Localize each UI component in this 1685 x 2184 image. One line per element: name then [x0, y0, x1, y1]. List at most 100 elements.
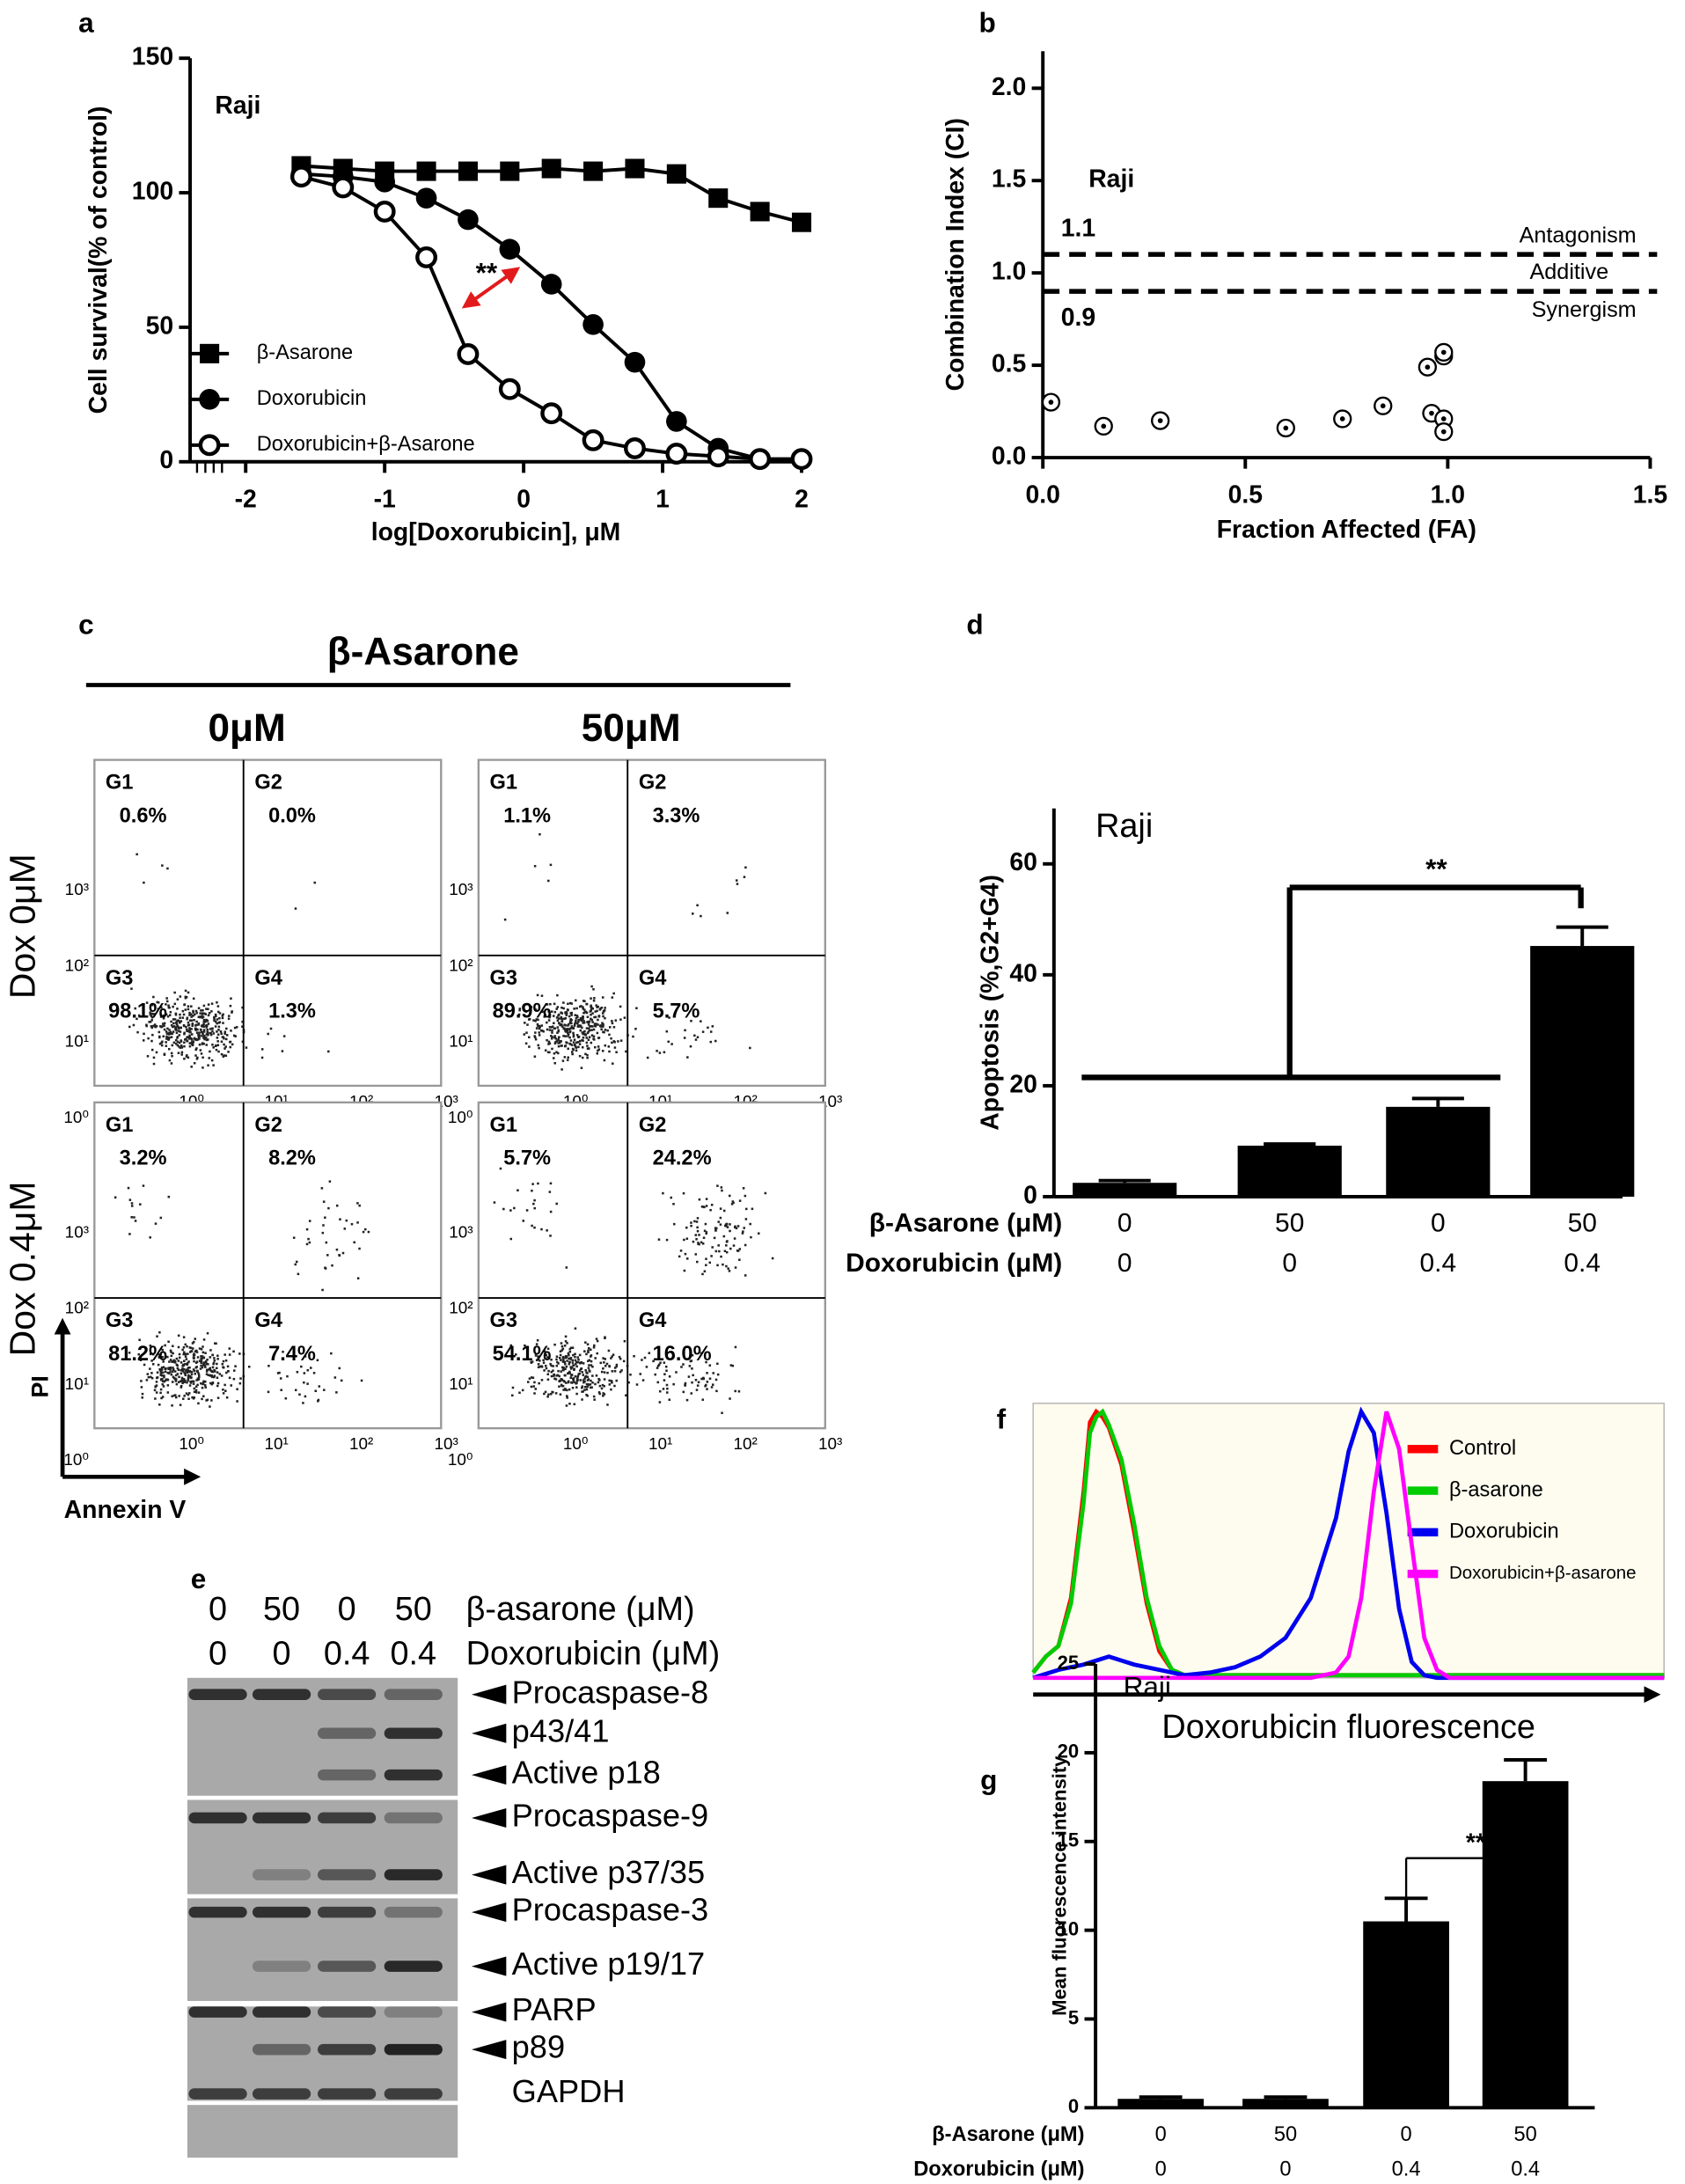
y-tick-label: 10³ [65, 881, 89, 899]
event-dot [166, 1027, 169, 1030]
event-dot [321, 1231, 325, 1235]
event-dot [172, 1375, 175, 1379]
event-dot [566, 1342, 568, 1345]
event-dot [149, 1236, 151, 1239]
gate-percent: 81.2% [108, 1343, 167, 1366]
event-dot [187, 1392, 191, 1395]
condition-value: 0.4 [1564, 1249, 1601, 1278]
event-dot [220, 1052, 223, 1056]
event-dot [306, 1382, 309, 1385]
event-dot [608, 1026, 612, 1029]
event-dot [294, 907, 297, 910]
condition-value: 0 [1117, 1249, 1132, 1278]
event-dot [536, 993, 539, 997]
marker [541, 158, 561, 179]
point [1094, 416, 1113, 436]
band-arrow [471, 1956, 507, 1976]
event-dot [562, 1380, 565, 1382]
condition-value: 50 [1275, 1208, 1304, 1237]
event-dot [546, 1051, 550, 1054]
event-dot [569, 1027, 572, 1030]
event-dot [578, 1043, 582, 1045]
lane-value: 50 [395, 1591, 432, 1628]
event-dot [559, 1379, 561, 1382]
event-dot [167, 1006, 171, 1009]
event-dot [174, 1378, 177, 1381]
event-dot [222, 1392, 225, 1395]
panel-label: a [78, 7, 94, 39]
event-dot [562, 1389, 565, 1391]
event-dot [608, 1050, 611, 1053]
bar [1073, 1183, 1177, 1197]
event-dot [199, 1049, 202, 1052]
event-dot [222, 1360, 225, 1363]
event-dot [718, 1250, 721, 1253]
event-dot [576, 1022, 579, 1025]
event-dot [350, 1222, 354, 1226]
event-dot [604, 1007, 606, 1009]
event-dot [171, 1360, 173, 1363]
event-dot [604, 1029, 607, 1031]
event-dot [562, 1367, 565, 1369]
condition-label: β-Asarone (μM) [869, 1208, 1063, 1237]
event-dot [575, 1034, 579, 1037]
event-dot [212, 1032, 216, 1035]
legend-label: Doxorubicin [257, 387, 367, 410]
event-dot [558, 1041, 561, 1044]
event-dot [544, 1390, 547, 1394]
event-dot [689, 1360, 692, 1363]
event-dot [195, 1023, 198, 1027]
event-dot [568, 1028, 570, 1030]
panel-label: b [979, 7, 996, 39]
event-dot [177, 1360, 180, 1362]
event-dot [161, 1348, 164, 1352]
legend-swatch [1407, 1569, 1439, 1579]
event-dot [706, 1381, 709, 1383]
event-dot [598, 1384, 602, 1388]
event-dot [712, 1372, 714, 1374]
event-dot [201, 1016, 204, 1019]
event-dot [170, 1351, 172, 1353]
event-dot [172, 1368, 175, 1372]
event-dot [179, 1039, 182, 1042]
event-dot [338, 1254, 341, 1257]
event-dot [594, 1382, 597, 1386]
event-dot [599, 1007, 602, 1010]
event-dot [169, 1030, 172, 1034]
event-dot [209, 1374, 212, 1377]
event-dot [654, 1373, 656, 1376]
event-dot [331, 1264, 333, 1267]
event-dot [560, 1359, 562, 1361]
event-dot [551, 1029, 553, 1032]
event-dot [173, 1018, 177, 1021]
event-dot [711, 1246, 714, 1249]
band [318, 1960, 377, 1972]
event-dot [150, 1376, 154, 1380]
event-dot [576, 1375, 579, 1379]
event-dot [150, 1012, 154, 1015]
event-dot [564, 1335, 568, 1338]
event-dot [184, 995, 187, 999]
event-dot [552, 1015, 555, 1017]
event-dot [267, 1364, 270, 1367]
event-dot [725, 1264, 728, 1268]
event-dot [170, 1052, 173, 1055]
event-dot [619, 1005, 622, 1008]
event-dot [658, 1401, 662, 1403]
event-dot [162, 1380, 165, 1383]
band-label: Active p18 [512, 1755, 661, 1791]
event-dot [532, 1019, 535, 1022]
event-dot [165, 1041, 167, 1044]
band [318, 1727, 377, 1740]
event-dot [356, 1277, 360, 1279]
event-dot [556, 1026, 559, 1029]
event-dot [693, 1034, 696, 1037]
event-dot [173, 1002, 177, 1006]
event-dot [702, 1376, 705, 1380]
event-dot [568, 1347, 572, 1351]
event-dot [172, 1005, 174, 1008]
event-dot [615, 1363, 619, 1367]
event-dot [587, 1351, 590, 1354]
event-dot [538, 1365, 542, 1368]
event-dot [601, 1012, 604, 1015]
